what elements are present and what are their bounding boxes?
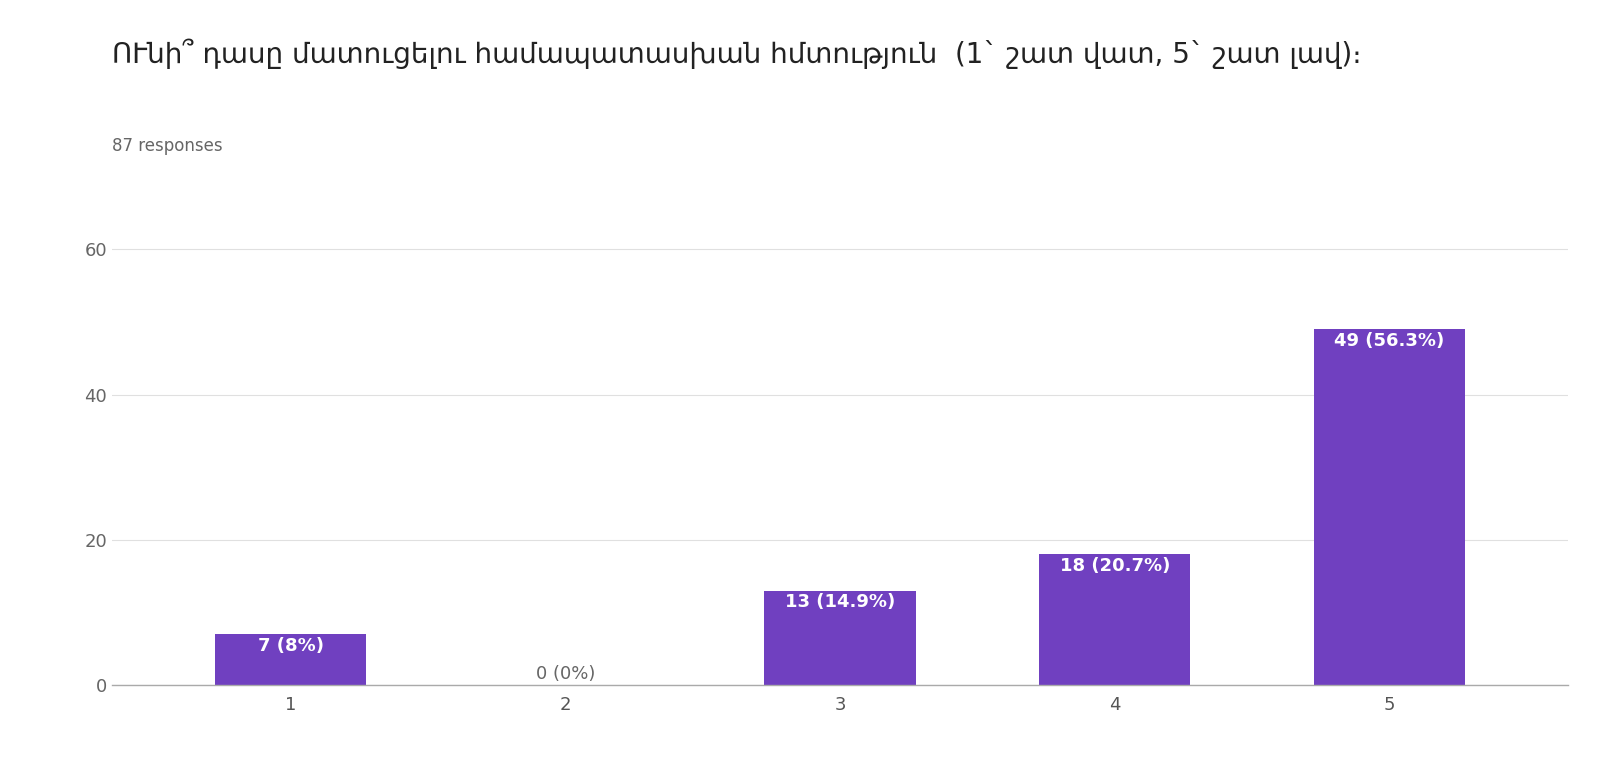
Text: 18 (20.7%): 18 (20.7%)	[1059, 557, 1170, 575]
Text: 13 (14.9%): 13 (14.9%)	[786, 594, 894, 611]
Text: 0 (0%): 0 (0%)	[536, 664, 595, 683]
Bar	[765, 591, 915, 685]
Text: 7 (8%): 7 (8%)	[258, 637, 323, 655]
Bar	[214, 634, 366, 685]
Bar	[1038, 554, 1190, 685]
Bar	[1314, 330, 1466, 685]
Text: 87 responses: 87 responses	[112, 137, 222, 155]
Text: ՈՒնի՞ դասը մատուցելու համապատասխան հմտություն  (1` շատ վատ, 5` շատ լավ)։: ՈՒնի՞ դասը մատուցելու համապատասխան հմտու…	[112, 38, 1414, 68]
Text: 49 (56.3%): 49 (56.3%)	[1334, 332, 1445, 350]
